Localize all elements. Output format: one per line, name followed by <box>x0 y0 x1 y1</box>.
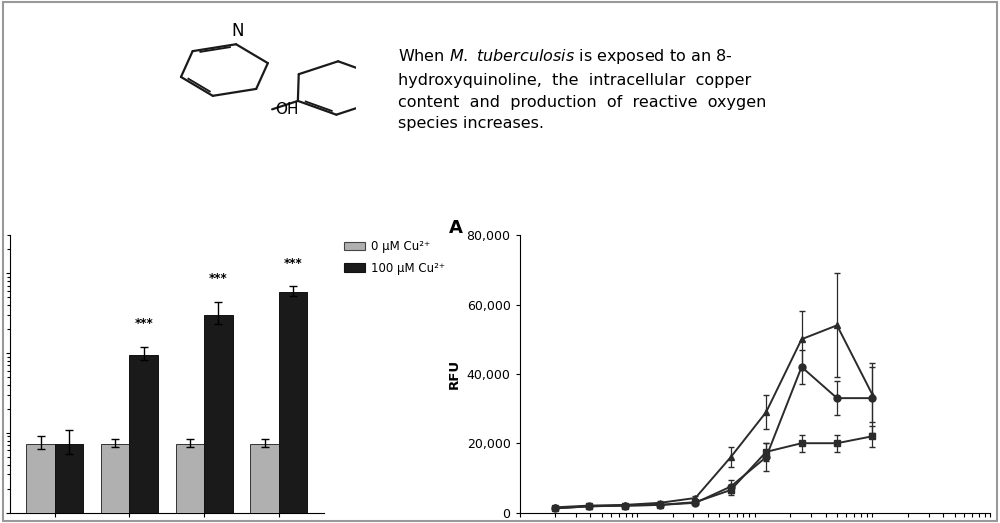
Bar <box>101 444 129 523</box>
Text: A: A <box>449 219 463 236</box>
Legend: 0 μM Cu²⁺, 100 μM Cu²⁺: 0 μM Cu²⁺, 100 μM Cu²⁺ <box>339 235 450 279</box>
Text: ***: *** <box>134 317 153 331</box>
Text: ***: *** <box>284 257 302 270</box>
Bar <box>129 355 158 523</box>
Text: ***: *** <box>209 272 228 286</box>
Bar <box>204 315 233 523</box>
Text: When $\mathit{M.\ tuberculosis}$ is exposed to an 8-
hydroxyquinoline,  the  int: When $\mathit{M.\ tuberculosis}$ is expo… <box>398 48 766 131</box>
Text: N: N <box>232 22 244 40</box>
Bar <box>250 444 279 523</box>
Bar <box>55 444 83 523</box>
Bar <box>26 444 55 523</box>
Bar <box>176 444 204 523</box>
Y-axis label: RFU: RFU <box>448 359 461 389</box>
Bar <box>279 292 307 523</box>
Text: OH: OH <box>275 102 298 117</box>
